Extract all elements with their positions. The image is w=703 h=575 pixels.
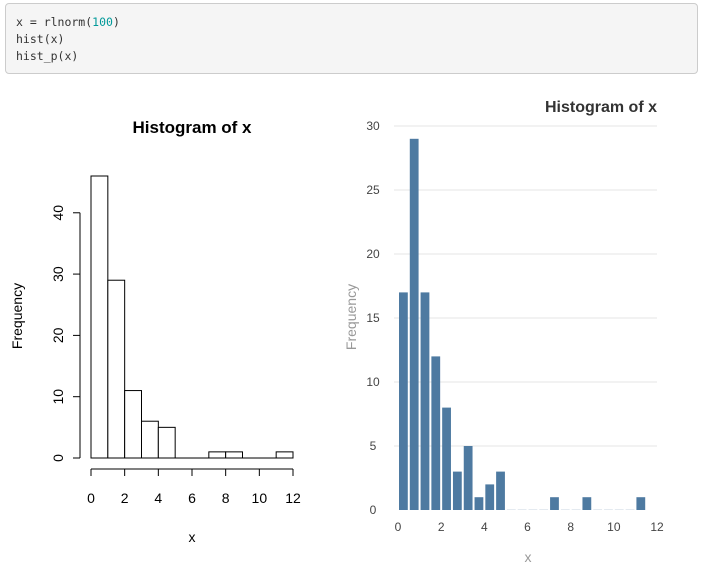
code-line-3: hist_p(x)	[16, 49, 79, 63]
code-line-1-suffix: )	[112, 15, 120, 29]
code-line-1: x = rlnorm(100)	[16, 14, 687, 31]
histogram-bar	[124, 390, 142, 459]
histogram-bar	[208, 451, 227, 459]
x-tick-label: 12	[285, 490, 301, 506]
x-tick-label: 8	[222, 490, 230, 506]
histogram-bar	[90, 175, 109, 459]
base-histogram-title: Histogram of x	[132, 118, 252, 137]
histogram-bar	[157, 426, 176, 459]
x-tick-label: 10	[252, 490, 268, 506]
x-tick-label: 4	[154, 490, 162, 506]
histogram-bar	[141, 420, 159, 459]
y-tick-label: 0	[50, 454, 66, 462]
y-tick-label: 30	[50, 266, 66, 282]
x-tick-label: 0	[87, 490, 95, 506]
code-block: x = rlnorm(100) hist(x) hist_p(x)	[5, 3, 698, 74]
base-histogram-axes: 0 2 4 6 8 10 12 0 10 20 30 40	[50, 205, 301, 506]
base-histogram-ylabel: Frequency	[9, 283, 25, 349]
base-histogram-bars	[90, 175, 294, 459]
x-tick-label: 2	[121, 490, 129, 506]
histogram-bar	[275, 451, 294, 459]
code-line-1-prefix: x = rlnorm(	[16, 15, 93, 29]
histogram-bar	[107, 279, 126, 459]
y-tick-label: 10	[50, 389, 66, 405]
histogram-bar	[225, 451, 244, 459]
code-line-2: hist(x)	[16, 32, 65, 46]
y-tick-label: 20	[50, 327, 66, 343]
y-tick-label: 40	[50, 205, 66, 221]
x-tick-label: 6	[188, 490, 196, 506]
base-histogram-xlabel: x	[189, 529, 196, 545]
code-number-literal: 100	[92, 15, 113, 29]
